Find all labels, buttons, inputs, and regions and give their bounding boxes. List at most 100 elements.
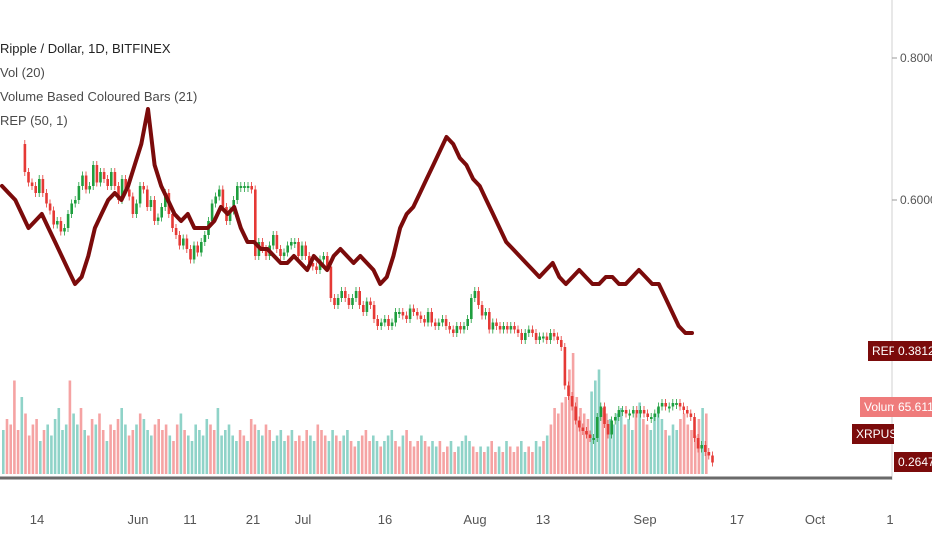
candle-body: [664, 403, 667, 407]
volume-bar: [664, 430, 667, 474]
candle-body: [650, 417, 653, 419]
volume-bar: [268, 430, 271, 474]
volume-bar: [627, 419, 630, 474]
volume-bar: [327, 441, 331, 474]
candle-body: [174, 228, 178, 235]
volume-bar: [693, 435, 697, 474]
candle-body: [102, 172, 106, 179]
volume-bar: [116, 419, 120, 474]
volume-bar: [542, 441, 545, 474]
time-tick-label-1: Jun: [128, 512, 149, 527]
volume-bar: [649, 430, 653, 474]
candle-body: [185, 238, 189, 249]
candle-body: [419, 315, 423, 319]
volume-bar: [457, 446, 460, 474]
volume-bar: [623, 424, 627, 474]
candle-body: [84, 175, 88, 190]
volume-bar: [453, 452, 456, 474]
candle-body: [401, 312, 405, 316]
volume-bar: [594, 380, 597, 474]
legend-volume-indicator[interactable]: Vol (20): [0, 65, 45, 80]
candle-body: [369, 301, 372, 305]
volume-bar: [538, 446, 542, 474]
candle-body: [63, 228, 66, 232]
volume-bar: [412, 446, 416, 474]
candle-body: [99, 172, 102, 183]
candle-body: [70, 203, 73, 214]
candle-body: [624, 410, 628, 414]
volume-bar: [564, 397, 567, 474]
candle-body: [74, 200, 77, 204]
candle-body: [434, 322, 437, 326]
legend-vbcb-indicator[interactable]: Volume Based Coloured Bars (21): [0, 89, 198, 104]
volume-bar: [24, 413, 27, 474]
volume-bar: [312, 441, 316, 474]
volume-bar: [397, 446, 401, 474]
candle-body: [606, 424, 610, 435]
volume-bar: [286, 435, 290, 474]
volume-bar: [79, 408, 83, 474]
candle-body: [639, 410, 642, 414]
candle-body: [527, 329, 531, 333]
candle-body: [48, 203, 52, 211]
volume-bar: [660, 419, 664, 474]
volume-bar: [105, 441, 109, 474]
candle-body: [696, 438, 700, 449]
candle-body: [178, 235, 181, 246]
volume-bar: [113, 430, 116, 474]
candle-body: [66, 214, 70, 228]
candle-body: [149, 200, 153, 207]
candle-body: [113, 172, 117, 186]
volume-bar: [512, 452, 516, 474]
volume-bar: [608, 419, 612, 474]
legend-rep-indicator[interactable]: REP (50, 1): [0, 113, 68, 128]
time-tick-label-11: 1: [886, 512, 893, 527]
volume-bar: [401, 435, 405, 474]
candle-body: [423, 319, 426, 323]
price-axis: 0.80000 0.60000: [892, 51, 932, 207]
candle-body: [581, 427, 585, 431]
candle-body: [34, 186, 37, 193]
volume-bar: [686, 424, 690, 474]
candle-body: [383, 319, 387, 323]
time-tick-label-7: 13: [536, 512, 550, 527]
candle-body: [441, 319, 444, 323]
volume-bar: [209, 424, 212, 474]
volume-bar: [253, 424, 257, 474]
volume-bar: [505, 441, 508, 474]
candle-body: [578, 420, 581, 428]
candle-body: [52, 210, 55, 225]
volume-bar: [242, 435, 246, 474]
candle-body: [707, 452, 711, 456]
volume-bar: [582, 413, 586, 474]
candle-body: [704, 445, 707, 452]
volume-bar: [571, 353, 575, 474]
candle-body: [246, 186, 250, 188]
legend-symbol-title[interactable]: Ripple / Dollar, 1D, BITFINEX: [0, 41, 171, 56]
candle-body: [574, 406, 577, 421]
volume-bar: [431, 441, 434, 474]
candle-body: [300, 245, 304, 256]
candle-body: [135, 203, 138, 214]
volume-bar: [475, 452, 479, 474]
volume-bar: [127, 435, 131, 474]
time-tick-label-0: 14: [30, 512, 44, 527]
volume-bar: [446, 446, 449, 474]
candle-body: [599, 406, 603, 417]
candle-body: [221, 189, 225, 207]
candle-body: [171, 214, 174, 228]
volume-bar: [331, 430, 334, 474]
candle-body: [153, 200, 156, 221]
candle-body: [416, 312, 419, 316]
candle-body: [365, 301, 369, 312]
candle-body: [430, 312, 433, 323]
candle-body: [455, 326, 459, 333]
volume-bar: [557, 413, 560, 474]
volume-bar: [342, 435, 345, 474]
candle-body: [621, 410, 624, 412]
candle-body: [196, 245, 199, 253]
candle-body: [290, 242, 293, 246]
candle-body: [473, 291, 477, 298]
